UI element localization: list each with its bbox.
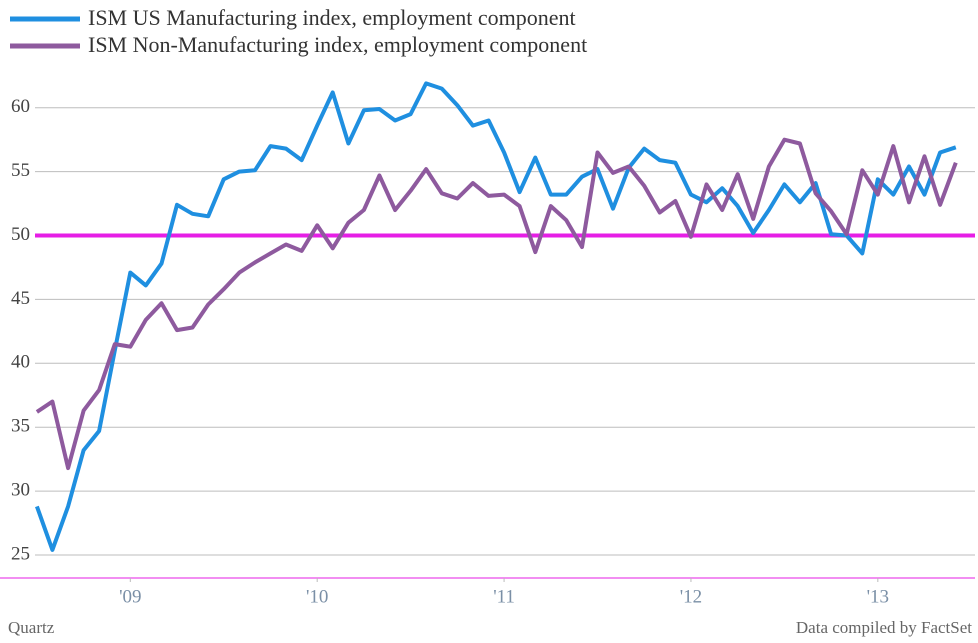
series-line bbox=[35, 81, 957, 552]
source-right: Data compiled by FactSet bbox=[796, 618, 972, 637]
x-tick-label: '09 bbox=[119, 586, 141, 607]
legend-label: ISM Non-Manufacturing index, employment … bbox=[88, 32, 587, 57]
x-tick-label: '10 bbox=[306, 586, 328, 607]
y-tick-label: 45 bbox=[11, 288, 30, 309]
y-tick-label: 60 bbox=[11, 96, 30, 117]
y-tick-label: 35 bbox=[11, 416, 30, 437]
y-tick-label: 55 bbox=[11, 160, 30, 181]
x-tick-label: '12 bbox=[680, 586, 702, 607]
source-left: Quartz bbox=[8, 618, 55, 637]
y-tick-label: 30 bbox=[11, 479, 30, 500]
x-tick-label: '13 bbox=[867, 586, 889, 607]
y-tick-label: 40 bbox=[11, 352, 30, 373]
y-tick-label: 50 bbox=[11, 224, 30, 245]
legend-label: ISM US Manufacturing index, employment c… bbox=[88, 5, 576, 30]
y-tick-label: 25 bbox=[11, 543, 30, 564]
series-line bbox=[35, 137, 958, 471]
x-tick-label: '11 bbox=[493, 586, 515, 607]
